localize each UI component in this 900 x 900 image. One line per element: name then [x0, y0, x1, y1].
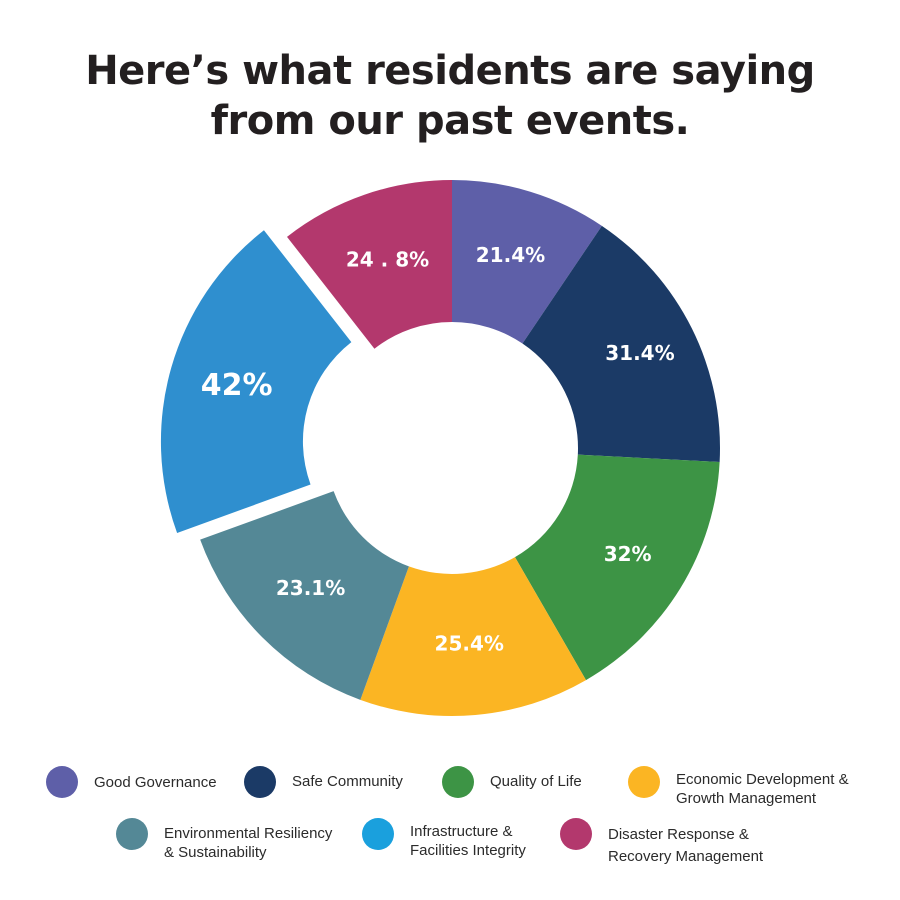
data-label-disaster-response-recovery-management: 24 . 8%: [346, 247, 429, 271]
slice-environmental-resiliency-sustainability: [200, 491, 409, 700]
legend-item-economic-development: Economic Development & Growth Management: [628, 766, 849, 808]
legend-item-quality-of-life: Quality of Life: [442, 766, 582, 798]
legend-label: Infrastructure & Facilities Integrity: [410, 823, 526, 859]
legend-swatch: [628, 766, 660, 798]
legend-item-safe-community: Safe Community: [244, 766, 403, 798]
legend-swatch: [442, 766, 474, 798]
slice-economic-development-growth-management: [360, 557, 586, 716]
legend-item-good-governance: Good Governance: [46, 766, 217, 798]
legend-item-environmental-resiliency: Environmental Resiliency & Sustainabilit…: [116, 818, 332, 862]
legend-label: Quality of Life: [490, 773, 582, 790]
chart-title: Here’s what residents are saying from ou…: [0, 46, 900, 146]
slice-good-governance: [452, 180, 602, 344]
legend-swatch: [362, 818, 394, 850]
legend-label: Environmental Resiliency & Sustainabilit…: [164, 825, 333, 861]
slice-quality-of-life: [515, 454, 720, 681]
data-label-environmental-resiliency-sustainability: 23.1%: [276, 576, 345, 600]
chart-title-line-1: Here’s what residents are saying: [85, 48, 815, 94]
legend-label: Economic Development & Growth Management: [676, 771, 849, 807]
data-label-safe-community: 31.4%: [605, 341, 674, 365]
slice-safe-community: [522, 225, 720, 463]
data-label-quality-of-life: 32%: [604, 542, 652, 566]
legend-swatch: [560, 818, 592, 850]
legend-swatch: [116, 818, 148, 850]
slice-disaster-response-recovery-management: [287, 180, 452, 349]
legend-swatch: [244, 766, 276, 798]
legend-item-infrastructure: Infrastructure & Facilities Integrity: [362, 818, 526, 860]
legend-swatch: [46, 766, 78, 798]
legend-label: Good Governance: [94, 774, 217, 791]
data-label-good-governance: 21.4%: [476, 243, 545, 267]
slice-infrastructure-facilities-integrity: [160, 230, 352, 534]
chart-title-line-2: from our past events.: [210, 98, 690, 144]
legend-label: Disaster Response & Recovery Management: [608, 826, 764, 865]
legend-item-disaster-response: Disaster Response & Recovery Management: [560, 818, 763, 868]
data-label-infrastructure-facilities-integrity: 42%: [201, 368, 273, 403]
legend-label: Safe Community: [292, 773, 403, 790]
data-label-economic-development-growth-management: 25.4%: [435, 632, 504, 656]
